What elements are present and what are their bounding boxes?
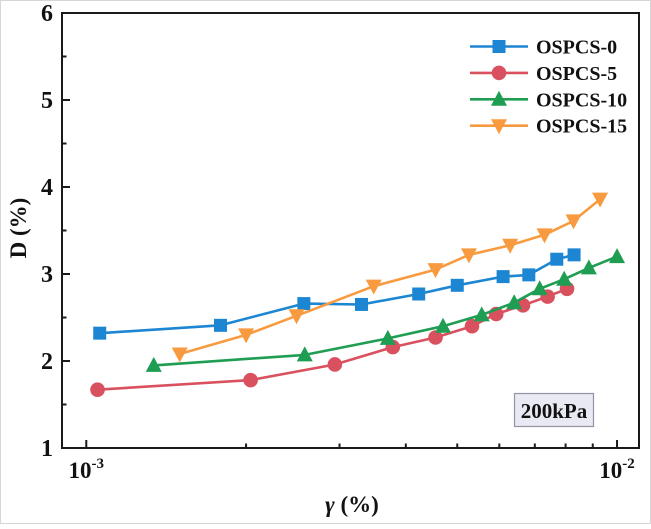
- data-point-marker: [297, 297, 311, 311]
- annotation-text: 200kPa: [521, 399, 588, 423]
- y-axis-tick-label: 4: [41, 175, 53, 201]
- data-point-marker: [327, 357, 343, 372]
- series-OSPCS-0: [93, 248, 581, 340]
- data-point-marker: [171, 347, 188, 363]
- data-point-marker: [464, 318, 480, 334]
- data-point-marker: [354, 297, 368, 311]
- series-OSPCS-5: [90, 281, 575, 398]
- y-axis-tick-label: 6: [41, 1, 53, 27]
- data-point-marker: [536, 228, 553, 244]
- data-point-marker: [365, 279, 382, 295]
- data-point-marker: [496, 270, 510, 284]
- data-point-marker: [288, 309, 305, 325]
- legend: OSPCS-0 OSPCS-5 OSPCS-10 OSPCS-15: [470, 37, 627, 138]
- data-point-marker: [522, 268, 536, 282]
- annotation-box: [513, 392, 595, 428]
- series-OSPCS-15: [171, 192, 609, 363]
- data-point-marker: [93, 326, 107, 340]
- plot-frame: [61, 12, 640, 449]
- legend-marker: [491, 119, 507, 135]
- legend-label: OSPCS-15: [536, 116, 627, 138]
- data-point-marker: [243, 372, 258, 388]
- data-point-marker: [556, 270, 573, 286]
- data-point-marker: [609, 248, 626, 264]
- data-point-marker: [379, 329, 396, 345]
- data-point-marker: [460, 248, 477, 264]
- legend-marker: [492, 40, 506, 53]
- data-point-marker: [90, 382, 105, 398]
- data-point-marker: [550, 252, 564, 266]
- data-point-marker: [428, 330, 443, 345]
- legend-label: OSPCS-5: [536, 63, 617, 85]
- y-axis-tick-label: 1: [41, 436, 53, 462]
- data-point-marker: [502, 238, 519, 254]
- data-point-marker: [580, 259, 597, 275]
- data-point-marker: [567, 248, 581, 262]
- data-point-marker: [434, 317, 451, 333]
- data-point-marker: [238, 328, 255, 344]
- annotation: 200kPa: [513, 392, 595, 428]
- data-point-marker: [565, 214, 582, 230]
- legend-label: OSPCS-10: [536, 89, 627, 111]
- series-line: [98, 253, 576, 335]
- data-point-marker: [506, 294, 523, 310]
- y-axis-tick-label: 2: [41, 349, 53, 375]
- legend-marker: [491, 65, 507, 81]
- data-point-marker: [592, 192, 609, 208]
- x-axis-tick-label: 10-3: [69, 456, 105, 483]
- data-point-marker: [531, 280, 548, 296]
- legend-marker: [491, 90, 507, 106]
- legend-item-OSPCS-15: OSPCS-15: [470, 116, 627, 138]
- legend-item-OSPCS-5: OSPCS-5: [470, 63, 617, 85]
- legend-item-OSPCS-10: OSPCS-10: [470, 89, 627, 111]
- y-axis-label: D (%): [6, 198, 31, 259]
- series-line: [152, 255, 619, 367]
- data-point-marker: [296, 346, 313, 362]
- data-point-marker: [213, 318, 227, 332]
- data-point-marker: [145, 356, 162, 372]
- series-line: [178, 197, 602, 356]
- data-point-marker: [412, 287, 426, 301]
- series-OSPCS-10: [145, 248, 626, 372]
- data-point-marker: [427, 263, 444, 279]
- x-axis-label: γ (%): [325, 492, 379, 517]
- legend-label: OSPCS-0: [536, 37, 617, 59]
- x-axis-tick-label: 10-2: [599, 456, 635, 483]
- data-point-marker: [473, 306, 490, 322]
- series-line: [96, 287, 569, 392]
- y-axis-tick-label: 3: [41, 262, 53, 288]
- data-point-marker: [450, 278, 464, 292]
- legend-item-OSPCS-0: OSPCS-0: [470, 37, 617, 59]
- y-axis-tick-label: 5: [41, 88, 53, 114]
